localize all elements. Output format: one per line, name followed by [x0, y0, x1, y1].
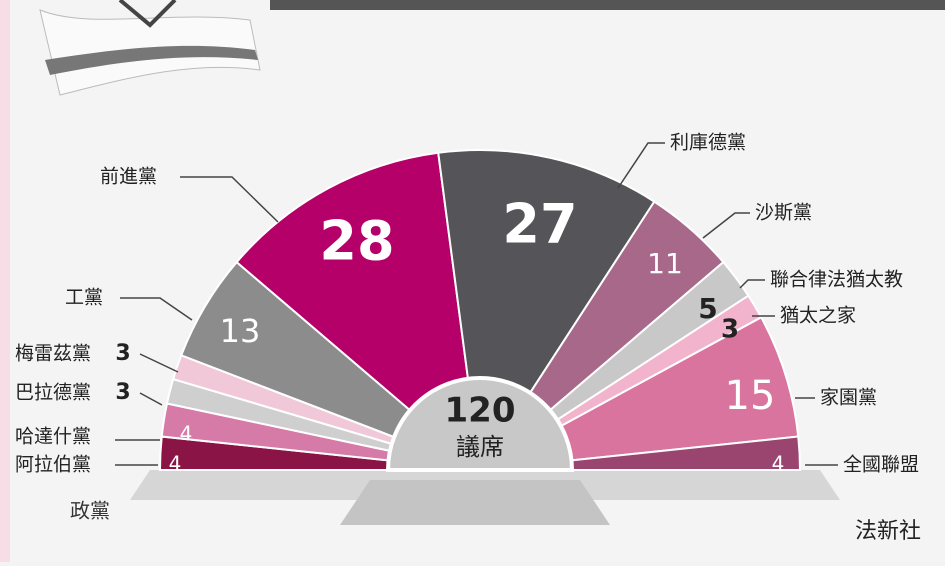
party-label: 全國聯盟 — [843, 454, 919, 476]
value-label: 4 — [169, 452, 182, 476]
value-label: 4 — [772, 452, 785, 476]
party-label: 沙斯黨 — [755, 202, 812, 224]
party-label: 猶太之家 — [780, 305, 856, 327]
center-value: 120 — [445, 391, 516, 431]
party-label: 前進黨 — [100, 166, 157, 188]
source: 法新社 — [855, 519, 921, 544]
chart: 120 議席 政黨 法新社 阿拉伯黨 4 哈達什黨 4 巴拉德黨 3 梅雷茲黨 3 工黨 13 前進… — [0, 0, 945, 562]
party-label: 利庫德黨 — [670, 132, 746, 154]
value-label: 13 — [220, 312, 261, 350]
party-label: 家園黨 — [820, 387, 877, 409]
value-label: 3 — [115, 341, 130, 366]
value-label: 27 — [502, 193, 577, 256]
party-label: 阿拉伯黨 — [15, 454, 91, 476]
value-label: 28 — [319, 210, 394, 273]
party-label: 梅雷茲黨 — [15, 343, 91, 365]
party-label: 哈達什黨 — [15, 426, 91, 448]
title-bar — [270, 0, 945, 10]
value-label: 15 — [725, 373, 776, 419]
value-label: 3 — [721, 315, 739, 345]
center-label: 議席 — [456, 433, 504, 461]
axis-label: 政黨 — [70, 499, 110, 523]
left-border — [0, 0, 10, 562]
value-label: 5 — [698, 292, 717, 325]
value-label: 11 — [647, 247, 683, 280]
value-label: 3 — [115, 380, 130, 405]
party-label: 聯合律法猶太教 — [770, 269, 903, 291]
value-label: 4 — [180, 422, 193, 446]
party-label: 巴拉德黨 — [15, 382, 91, 404]
platform-step — [340, 480, 610, 525]
party-label: 工黨 — [65, 287, 103, 309]
